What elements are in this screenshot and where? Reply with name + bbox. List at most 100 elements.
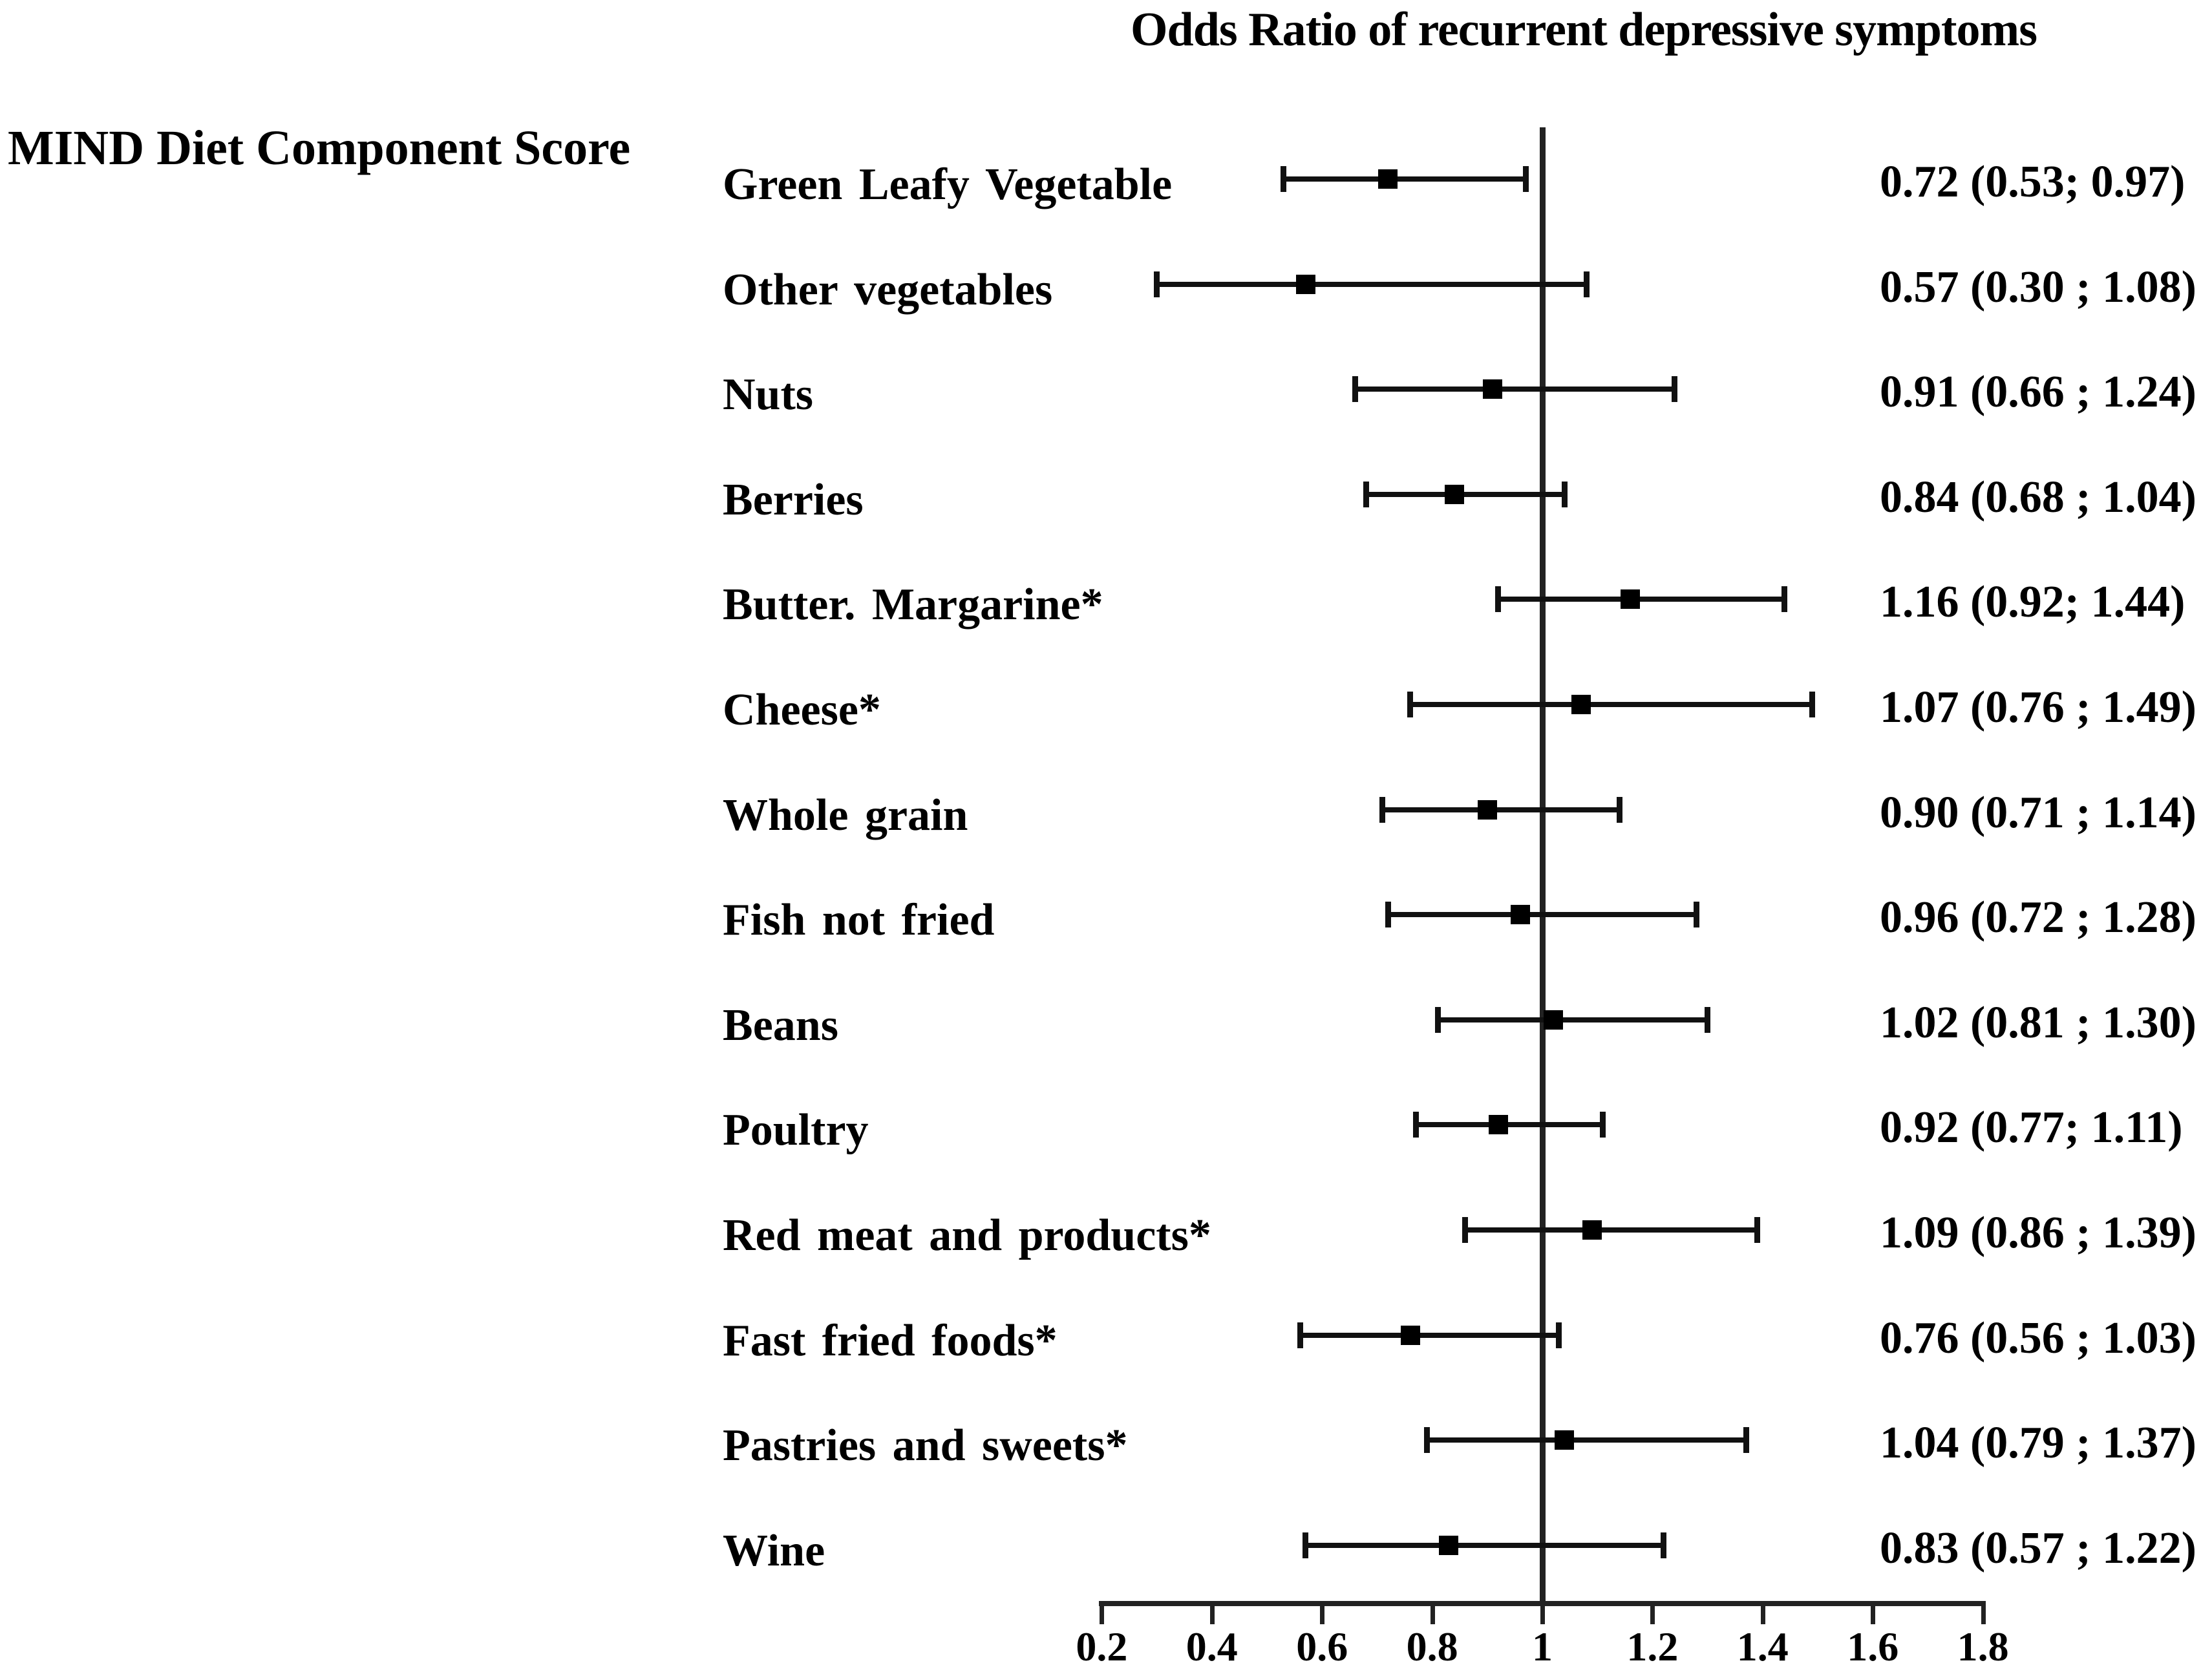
row-label: Whole grain (723, 790, 968, 840)
ci-whisker (1465, 1227, 1758, 1233)
or-marker (1555, 1430, 1575, 1450)
axis-tick (1981, 1601, 1986, 1624)
ci-whisker (1283, 176, 1526, 182)
row-label: Beans (723, 1000, 838, 1050)
axis-tick-label: 1.8 (1957, 1624, 2009, 1669)
row-value: 0.96 (0.72 ; 1.28) (1880, 893, 2196, 943)
or-marker (1483, 379, 1503, 399)
ci-whisker (1498, 597, 1785, 602)
ci-cap-right (1743, 1427, 1749, 1454)
or-marker (1400, 1325, 1420, 1345)
row-label: Fish not fried (723, 895, 995, 946)
ci-whisker (1300, 1332, 1559, 1338)
ci-cap-right (1556, 1322, 1562, 1348)
row-label: Butter. Margarine* (723, 580, 1103, 630)
ci-cap-right (1616, 796, 1622, 823)
ci-cap-right (1694, 902, 1700, 928)
row-value: 0.83 (0.57 ; 1.22) (1880, 1523, 2196, 1573)
ci-whisker (1388, 912, 1697, 918)
axis-tick (1100, 1601, 1105, 1624)
ci-whisker (1355, 387, 1675, 392)
ci-cap-left (1412, 1112, 1419, 1138)
ci-whisker (1410, 702, 1813, 707)
chart-title: Odds Ratio of recurrent depressive sympt… (1131, 3, 2037, 56)
ci-cap-left (1352, 376, 1358, 403)
axis-tick (1650, 1601, 1655, 1624)
ci-cap-right (1522, 166, 1529, 192)
ci-cap-left (1281, 166, 1287, 192)
ci-whisker (1416, 1122, 1603, 1128)
row-label: Red meat and products* (723, 1211, 1211, 1260)
ci-whisker (1427, 1437, 1747, 1443)
row-value: 0.76 (0.56 ; 1.03) (1880, 1313, 2196, 1363)
row-value: 1.07 (0.76 ; 1.49) (1880, 683, 2196, 732)
row-label: Cheese* (723, 685, 881, 735)
ci-whisker (1305, 1542, 1664, 1548)
or-marker (1477, 800, 1497, 820)
ci-cap-left (1379, 796, 1386, 823)
ci-cap-right (1660, 1532, 1666, 1558)
ci-cap-left (1462, 1217, 1469, 1243)
row-value: 0.57 (0.30 ; 1.08) (1880, 262, 2196, 312)
axis-tick-label: 1 (1532, 1624, 1553, 1669)
row-label: Nuts (723, 370, 814, 420)
ci-cap-left (1154, 271, 1160, 297)
ci-cap-left (1407, 692, 1414, 717)
or-marker (1444, 484, 1464, 504)
row-label: Poultry (723, 1105, 869, 1156)
axis-tick (1540, 1601, 1545, 1624)
axis-tick-label: 0.2 (1076, 1624, 1128, 1669)
or-marker (1378, 169, 1398, 189)
row-label: Berries (723, 474, 864, 525)
row-label: Pastries and sweets* (723, 1421, 1128, 1471)
or-marker (1571, 695, 1591, 714)
row-label: Wine (723, 1525, 825, 1576)
axis-tick (1871, 1601, 1876, 1624)
ci-whisker (1156, 281, 1587, 287)
row-value: 0.92 (0.77; 1.11) (1880, 1103, 2183, 1153)
axis-tick-label: 1.4 (1736, 1624, 1789, 1669)
ci-cap-right (1705, 1006, 1711, 1033)
row-value: 0.91 (0.66 ; 1.24) (1880, 367, 2196, 418)
row-label: Green Leafy Vegetable (723, 160, 1173, 209)
ci-cap-left (1297, 1322, 1303, 1348)
axis-tick (1760, 1601, 1765, 1624)
reference-line (1540, 127, 1546, 1606)
ci-cap-left (1303, 1532, 1309, 1558)
ci-cap-right (1583, 271, 1590, 297)
ci-cap-left (1385, 902, 1391, 928)
row-value: 1.09 (0.86 ; 1.39) (1880, 1208, 2196, 1258)
axis-tick-label: 1.6 (1847, 1624, 1899, 1669)
or-marker (1621, 589, 1641, 609)
axis-tick-label: 0.6 (1296, 1624, 1348, 1669)
or-marker (1510, 905, 1530, 925)
axis-tick-label: 0.4 (1186, 1624, 1238, 1669)
or-marker (1295, 274, 1315, 294)
row-value: 1.16 (0.92; 1.44) (1880, 577, 2185, 628)
row-value: 0.90 (0.71 ; 1.14) (1880, 787, 2196, 838)
ci-cap-right (1754, 1217, 1760, 1243)
ci-cap-right (1671, 376, 1677, 403)
ci-cap-right (1809, 692, 1815, 717)
or-marker (1488, 1115, 1508, 1135)
row-value: 0.72 (0.53; 0.97) (1880, 157, 2185, 207)
ci-cap-left (1363, 481, 1369, 507)
axis-tick-label: 0.8 (1406, 1624, 1458, 1669)
axis-tick (1320, 1601, 1325, 1624)
or-marker (1582, 1220, 1602, 1240)
axis-tick-label: 1.2 (1626, 1624, 1679, 1669)
ci-whisker (1382, 807, 1620, 812)
axis-tick (1430, 1601, 1435, 1624)
ci-whisker (1438, 1017, 1708, 1022)
row-value: 0.84 (0.68 ; 1.04) (1880, 472, 2196, 522)
ci-cap-left (1495, 586, 1502, 613)
or-marker (1544, 1010, 1564, 1030)
ci-cap-left (1434, 1006, 1441, 1033)
ci-cap-right (1561, 481, 1568, 507)
ci-cap-right (1600, 1112, 1606, 1138)
ci-cap-left (1423, 1427, 1430, 1454)
row-value: 1.02 (0.81 ; 1.30) (1880, 997, 2196, 1048)
row-label: Other vegetables (723, 264, 1053, 315)
row-value: 1.04 (0.79 ; 1.37) (1880, 1418, 2196, 1468)
